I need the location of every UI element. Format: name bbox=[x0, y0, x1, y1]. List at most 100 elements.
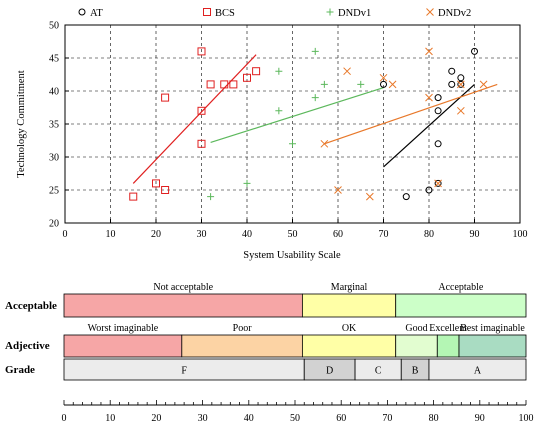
trend-lines bbox=[132, 54, 498, 184]
scale-axis-tick-label: 100 bbox=[519, 413, 534, 424]
scale-axis-tick-label: 40 bbox=[244, 413, 254, 424]
legend: AT BCS DNDv1 DNDv2 bbox=[78, 8, 471, 19]
x-tick-label: 10 bbox=[106, 229, 116, 240]
scale-band bbox=[395, 293, 527, 318]
scale-row-adjective: Adjective Worst imaginable Poor OK Good Excel… bbox=[5, 323, 527, 358]
point-dndv2 bbox=[456, 106, 465, 115]
scale-band-label: Good bbox=[405, 323, 427, 334]
scale-band-label: Worst imaginable bbox=[88, 323, 159, 334]
trend-line-dndv2 bbox=[324, 83, 498, 145]
point-bcs bbox=[243, 73, 251, 82]
legend-marker-dndv1 bbox=[326, 8, 334, 16]
scale-band bbox=[301, 293, 397, 318]
point-dndv1 bbox=[207, 193, 215, 201]
point-bcs bbox=[197, 139, 206, 148]
scale-row-grade: Grade F D C B A bbox=[5, 358, 527, 381]
scale-axis: 0 10 20 30 40 50 60 70 80 90 100 bbox=[62, 400, 534, 424]
y-tick-label: 20 bbox=[49, 219, 59, 230]
x-tick-label: 40 bbox=[242, 229, 252, 240]
x-tick-label: 50 bbox=[288, 229, 298, 240]
point-dndv1 bbox=[275, 107, 283, 115]
point-at bbox=[457, 80, 465, 88]
scale-band bbox=[395, 334, 438, 358]
y-tick-label: 25 bbox=[49, 186, 59, 197]
point-bcs bbox=[229, 80, 238, 89]
point-dndv2 bbox=[379, 73, 388, 82]
x-tick-label: 70 bbox=[379, 229, 389, 240]
point-dndv2 bbox=[434, 179, 442, 188]
x-tick-label: 90 bbox=[470, 229, 480, 240]
x-tick-label: 80 bbox=[424, 229, 434, 240]
scale-band-label: B bbox=[412, 366, 419, 377]
scale-row-label: Adjective bbox=[5, 340, 50, 352]
legend-label-bcs: BCS bbox=[215, 8, 235, 19]
y-axis-ticks: 20 25 30 35 40 45 50 bbox=[49, 21, 69, 230]
point-at bbox=[425, 186, 433, 194]
point-at bbox=[448, 67, 456, 75]
point-at bbox=[457, 74, 465, 82]
scale-band bbox=[301, 334, 397, 358]
scale-band-label: D bbox=[326, 366, 333, 377]
scale-band bbox=[458, 334, 527, 358]
point-bcs bbox=[220, 80, 229, 89]
point-at bbox=[434, 107, 442, 115]
point-at bbox=[434, 179, 442, 187]
scale-axis-tick-label: 30 bbox=[198, 413, 208, 424]
point-bcs bbox=[161, 186, 170, 194]
scatter-plot: 0 10 20 30 40 50 60 70 80 90 100 20 25 30 35 40 45 50 AT… bbox=[16, 8, 528, 261]
scale-row-acceptable: Acceptable Not acceptable Marginal Acceptab… bbox=[5, 282, 527, 318]
scale-axis-tick-label: 50 bbox=[290, 413, 300, 424]
scale-band bbox=[63, 293, 303, 318]
scale-axis-tick-label: 90 bbox=[475, 413, 485, 424]
scale-band-label: F bbox=[181, 366, 187, 377]
point-at bbox=[434, 94, 442, 102]
scale-axis-tick-label: 10 bbox=[105, 413, 115, 424]
y-tick-label: 45 bbox=[49, 54, 59, 65]
scale-band-label: Excellent bbox=[429, 323, 467, 334]
x-tick-label: 20 bbox=[151, 229, 161, 240]
x-tick-label: 60 bbox=[333, 229, 343, 240]
scale-row-label: Grade bbox=[5, 364, 35, 376]
point-bcs bbox=[161, 93, 170, 102]
point-dndv1 bbox=[311, 47, 319, 55]
point-dndv2 bbox=[320, 139, 329, 148]
y-tick-label: 30 bbox=[49, 153, 59, 164]
scale-band-label: Acceptable bbox=[438, 282, 484, 293]
point-bcs bbox=[197, 47, 206, 56]
scale-band bbox=[428, 358, 527, 381]
legend-marker-at bbox=[78, 8, 86, 16]
x-axis-label: System Usability Scale bbox=[243, 250, 341, 261]
scale-band-label: Not acceptable bbox=[153, 282, 213, 293]
legend-label-dndv2: DNDv2 bbox=[438, 8, 471, 19]
scale-band-label: Best imaginable bbox=[460, 323, 525, 334]
point-bcs bbox=[197, 106, 206, 115]
point-dndv1 bbox=[311, 94, 319, 102]
trend-line-dndv1 bbox=[210, 87, 384, 144]
y-tick-label: 35 bbox=[49, 120, 59, 131]
point-at bbox=[434, 140, 442, 148]
scale-axis-tick-label: 0 bbox=[62, 413, 67, 424]
scale-band bbox=[181, 334, 303, 358]
scale-band-label: C bbox=[375, 366, 382, 377]
x-tick-label: 30 bbox=[197, 229, 207, 240]
data-points bbox=[129, 47, 488, 201]
scale-axis-tick-label: 80 bbox=[429, 413, 439, 424]
scale-band bbox=[436, 334, 460, 358]
y-tick-label: 40 bbox=[49, 87, 59, 98]
legend-marker-dndv2 bbox=[426, 8, 434, 16]
scale-axis-tick-label: 60 bbox=[336, 413, 346, 424]
point-dndv2 bbox=[334, 186, 342, 194]
point-dndv2 bbox=[365, 192, 374, 201]
point-dndv1 bbox=[243, 179, 251, 187]
legend-label-at: AT bbox=[90, 8, 103, 19]
point-dndv2 bbox=[425, 93, 433, 102]
scale-axis-tick-label: 70 bbox=[382, 413, 392, 424]
point-at bbox=[471, 47, 478, 55]
point-dndv2 bbox=[456, 80, 465, 89]
point-dndv1 bbox=[289, 140, 296, 148]
point-at bbox=[402, 193, 410, 201]
scale-band-label: Marginal bbox=[331, 282, 368, 293]
point-bcs bbox=[152, 179, 160, 188]
x-tick-label: 100 bbox=[513, 229, 528, 240]
point-dndv2 bbox=[343, 67, 351, 76]
